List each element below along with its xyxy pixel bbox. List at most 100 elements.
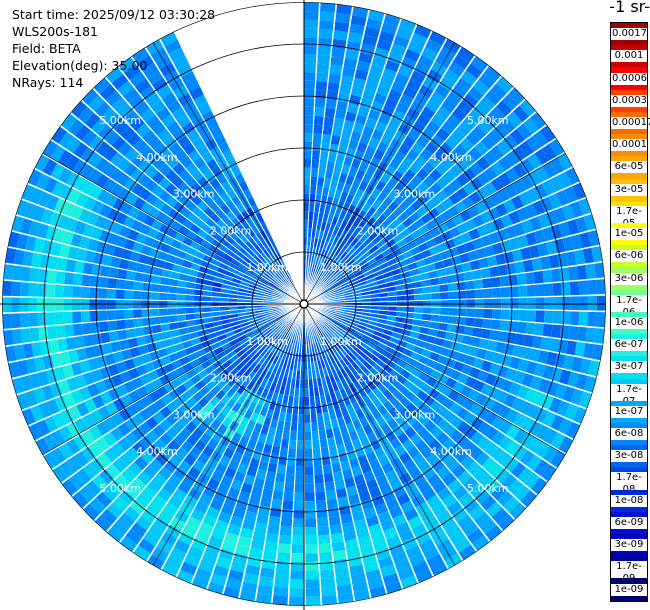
data-cell bbox=[332, 225, 340, 236]
data-cell bbox=[373, 168, 384, 180]
data-cell bbox=[188, 331, 199, 340]
data-cell bbox=[79, 236, 91, 250]
data-cell bbox=[381, 153, 393, 166]
data-cell bbox=[288, 439, 297, 449]
data-cell bbox=[214, 208, 226, 219]
data-cell bbox=[298, 414, 304, 423]
colorbar-tick-label: 6e-09 bbox=[611, 516, 647, 529]
data-cell bbox=[312, 352, 317, 362]
data-cell bbox=[149, 458, 163, 473]
data-cell bbox=[154, 258, 166, 269]
data-cell bbox=[243, 256, 253, 265]
data-cell bbox=[455, 187, 469, 200]
data-cell bbox=[313, 343, 318, 353]
data-cell bbox=[133, 399, 147, 412]
data-cell bbox=[142, 282, 152, 292]
data-cell bbox=[382, 233, 393, 244]
data-cell bbox=[201, 551, 218, 565]
data-cell bbox=[594, 328, 605, 344]
data-cell bbox=[391, 217, 403, 228]
data-cell bbox=[168, 142, 182, 156]
data-cell bbox=[542, 161, 557, 179]
data-cell bbox=[535, 166, 550, 183]
data-cell bbox=[566, 421, 581, 439]
data-cell bbox=[344, 538, 359, 550]
data-cell bbox=[395, 222, 407, 233]
data-cell bbox=[160, 203, 173, 216]
data-cell bbox=[410, 229, 422, 240]
data-cell bbox=[478, 338, 490, 350]
data-cell bbox=[74, 220, 87, 235]
data-cell bbox=[430, 91, 445, 106]
data-cell bbox=[373, 427, 385, 439]
data-cell bbox=[339, 424, 349, 436]
beam-separator bbox=[303, 38, 448, 305]
data-cell bbox=[354, 188, 365, 199]
data-cell bbox=[115, 289, 125, 299]
data-cell bbox=[192, 391, 204, 403]
data-cell bbox=[386, 449, 399, 462]
data-cell bbox=[488, 231, 501, 245]
data-cell bbox=[107, 232, 119, 246]
data-cell bbox=[115, 384, 128, 397]
data-cell bbox=[370, 101, 384, 113]
data-cell bbox=[505, 183, 519, 199]
data-cell bbox=[352, 313, 362, 318]
data-cell bbox=[367, 257, 377, 266]
data-cell bbox=[404, 205, 416, 217]
data-cell bbox=[87, 383, 100, 398]
data-cell bbox=[311, 159, 320, 169]
data-cell bbox=[2, 280, 12, 296]
data-cell bbox=[351, 335, 360, 344]
data-cell bbox=[444, 553, 462, 569]
colorbar-title: -1 sr- bbox=[609, 0, 650, 16]
data-cell bbox=[325, 232, 332, 242]
beam-separator bbox=[303, 303, 504, 532]
data-cell bbox=[145, 92, 161, 108]
data-cell bbox=[507, 479, 524, 496]
data-cell bbox=[379, 368, 390, 379]
data-cell bbox=[116, 319, 126, 330]
data-cell bbox=[440, 516, 456, 531]
data-cell bbox=[189, 223, 201, 235]
data-cell bbox=[160, 355, 172, 366]
data-cell bbox=[221, 258, 231, 266]
data-cell bbox=[251, 204, 261, 215]
data-cell bbox=[100, 332, 111, 344]
data-cell bbox=[364, 26, 380, 39]
data-cell bbox=[102, 485, 118, 502]
data-cell bbox=[347, 555, 363, 567]
data-cell bbox=[81, 322, 92, 335]
data-cell bbox=[469, 162, 484, 176]
data-cell bbox=[316, 72, 329, 82]
data-cell bbox=[50, 163, 65, 180]
data-cell bbox=[596, 295, 606, 311]
data-cell bbox=[562, 236, 575, 252]
data-cell bbox=[325, 261, 332, 271]
data-cell bbox=[152, 184, 165, 198]
data-cell bbox=[467, 109, 483, 125]
colorbar-segment: 1.7e-05 bbox=[611, 200, 647, 230]
data-cell bbox=[517, 467, 533, 484]
data-cell bbox=[88, 425, 103, 441]
data-cell bbox=[365, 412, 376, 424]
data-cell bbox=[124, 110, 140, 126]
data-cell bbox=[208, 369, 219, 380]
data-cell bbox=[220, 405, 232, 417]
data-cell bbox=[193, 295, 203, 302]
colorbar-segment: 1.7e-06 bbox=[611, 289, 647, 319]
data-cell bbox=[241, 340, 251, 349]
data-cell bbox=[110, 152, 125, 167]
data-cell bbox=[454, 449, 469, 464]
data-cell bbox=[219, 297, 229, 302]
data-cell bbox=[455, 158, 469, 173]
data-cell bbox=[212, 360, 223, 370]
data-cell bbox=[229, 231, 239, 242]
data-cell bbox=[563, 355, 575, 371]
data-cell bbox=[325, 99, 337, 110]
data-cell bbox=[197, 228, 208, 239]
data-cell bbox=[153, 332, 164, 342]
beam-separator bbox=[287, 303, 305, 606]
data-cell bbox=[322, 317, 330, 325]
data-cell bbox=[321, 259, 328, 268]
